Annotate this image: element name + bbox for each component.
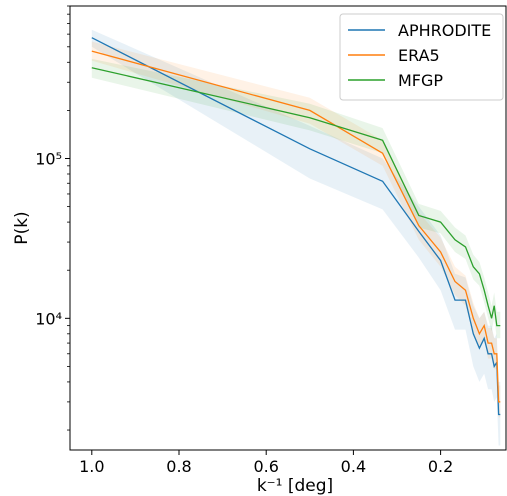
plot-frame [69, 5, 507, 451]
y-tick-label: 10⁵ [35, 150, 62, 169]
legend-label-2: MFGP [398, 71, 443, 90]
x-tick-label: 1.0 [79, 457, 104, 476]
legend-label-0: APHRODITE [398, 21, 491, 40]
y-axis-ticks: 10⁴ 10⁵ [35, 5, 70, 431]
x-tick-label: 0.6 [253, 457, 278, 476]
x-axis-ticks: 1.0 0.8 0.6 0.4 0.2 [79, 450, 453, 476]
legend-box [339, 13, 504, 101]
series-lines [91, 37, 501, 416]
x-axis-label: k⁻¹ [deg] [257, 476, 333, 496]
y-tick-label: 10⁴ [35, 309, 62, 328]
confidence-band-1 [91, 41, 501, 418]
series-line-0 [91, 37, 501, 416]
series-line-1 [91, 50, 501, 403]
x-tick-label: 0.2 [428, 457, 453, 476]
legend-label-1: ERA5 [398, 46, 440, 65]
y-axis-label: P(k) [12, 211, 32, 244]
series-line-2 [91, 67, 501, 327]
x-tick-label: 0.8 [166, 457, 191, 476]
confidence-band-0 [91, 29, 501, 446]
legend: APHRODITE ERA5 MFGP [339, 13, 504, 101]
x-tick-label: 0.4 [341, 457, 366, 476]
